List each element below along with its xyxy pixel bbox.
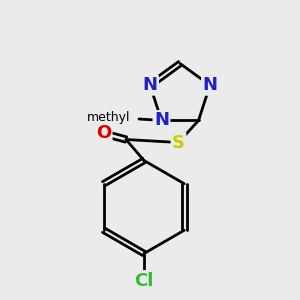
Text: Cl: Cl [134, 272, 154, 290]
Text: N: N [202, 76, 217, 94]
Text: methyl: methyl [86, 111, 130, 124]
Text: O: O [96, 124, 111, 142]
Text: S: S [172, 134, 185, 152]
Text: N: N [154, 112, 169, 130]
Text: N: N [142, 76, 158, 94]
